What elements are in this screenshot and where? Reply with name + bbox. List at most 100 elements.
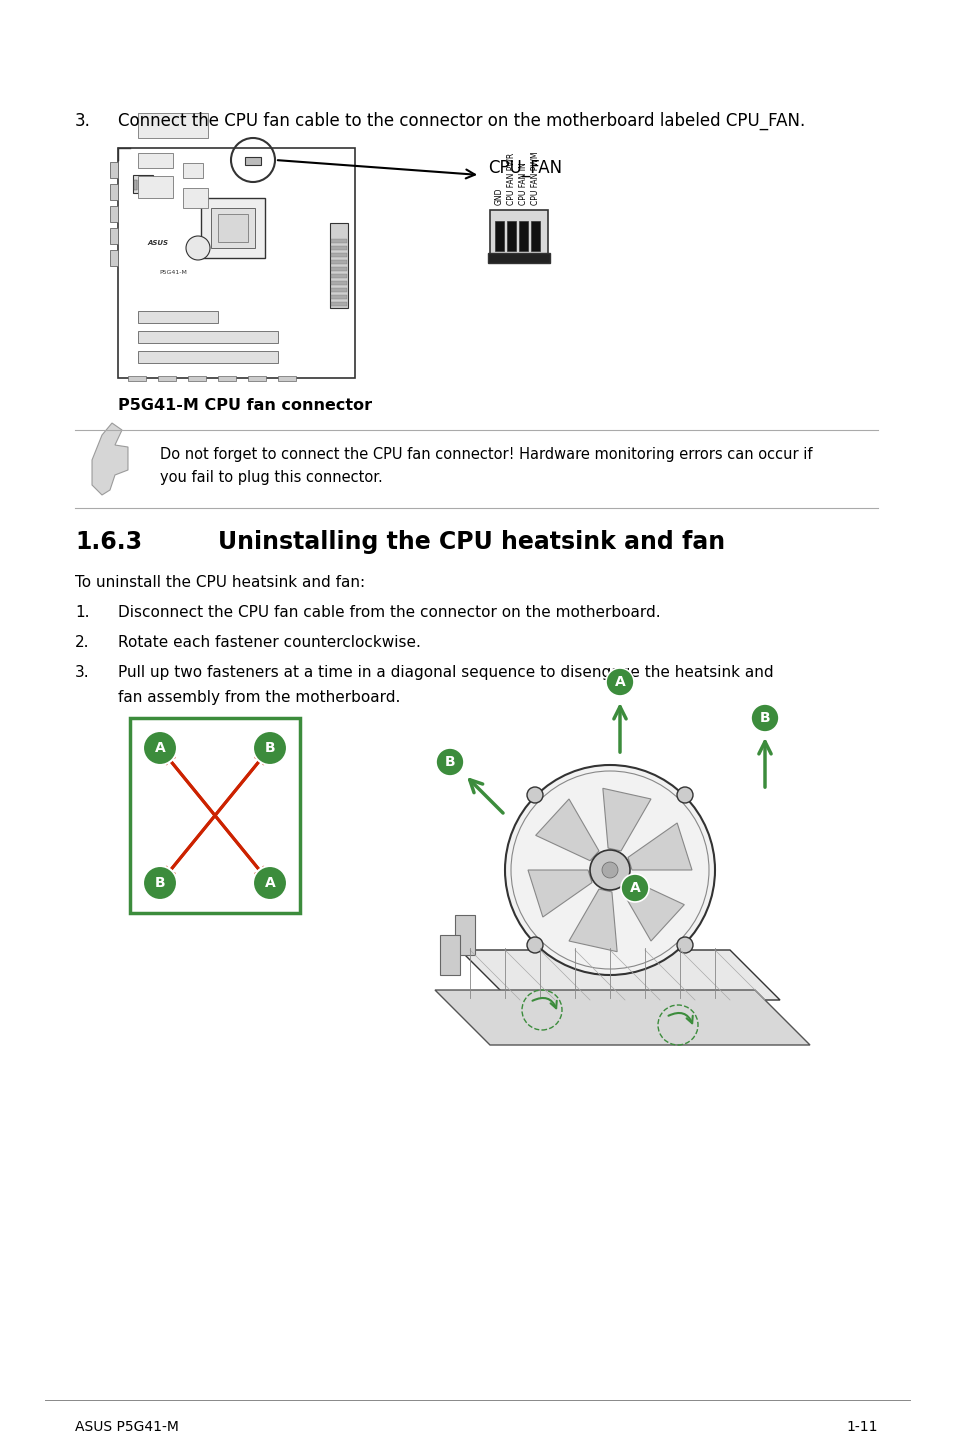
- Polygon shape: [91, 423, 128, 495]
- Text: Rotate each fastener counterclockwise.: Rotate each fastener counterclockwise.: [118, 636, 420, 650]
- Text: 3.: 3.: [75, 112, 91, 129]
- Bar: [138, 114, 208, 138]
- Bar: [488, 253, 550, 263]
- Bar: [331, 267, 347, 270]
- Circle shape: [605, 669, 634, 696]
- Polygon shape: [527, 870, 592, 917]
- Circle shape: [601, 861, 618, 879]
- Bar: [110, 250, 118, 266]
- Circle shape: [504, 765, 714, 975]
- Bar: [277, 375, 295, 381]
- Text: CPU_FAN: CPU_FAN: [488, 160, 561, 177]
- Bar: [110, 184, 118, 200]
- Bar: [506, 221, 516, 252]
- Bar: [183, 162, 203, 178]
- Bar: [148, 180, 151, 190]
- Text: A: A: [264, 876, 275, 890]
- Text: Disconnect the CPU fan cable from the connector on the motherboard.: Disconnect the CPU fan cable from the co…: [118, 605, 659, 620]
- Bar: [110, 162, 118, 178]
- Text: B: B: [264, 741, 275, 755]
- Bar: [518, 221, 527, 252]
- Polygon shape: [602, 788, 650, 851]
- Circle shape: [677, 938, 692, 953]
- Polygon shape: [455, 915, 475, 955]
- Circle shape: [253, 731, 287, 765]
- Text: Uninstalling the CPU heatsink and fan: Uninstalling the CPU heatsink and fan: [218, 531, 724, 554]
- Text: Connect the CPU fan cable to the connector on the motherboard labeled CPU_FAN.: Connect the CPU fan cable to the connect…: [118, 112, 804, 131]
- Text: B: B: [154, 876, 165, 890]
- Bar: [132, 175, 152, 193]
- Bar: [495, 221, 503, 252]
- Polygon shape: [435, 989, 809, 1045]
- Text: Do not forget to connect the CPU fan connector! Hardware monitoring errors can o: Do not forget to connect the CPU fan con…: [160, 447, 812, 486]
- Bar: [331, 288, 347, 292]
- Bar: [331, 295, 347, 299]
- Polygon shape: [568, 889, 617, 952]
- Bar: [331, 260, 347, 265]
- Bar: [331, 239, 347, 243]
- Text: 3.: 3.: [75, 664, 90, 680]
- Circle shape: [677, 787, 692, 802]
- Bar: [138, 180, 141, 190]
- Bar: [331, 275, 347, 278]
- Bar: [133, 180, 137, 190]
- Text: To uninstall the CPU heatsink and fan:: To uninstall the CPU heatsink and fan:: [75, 575, 365, 590]
- Polygon shape: [439, 935, 459, 975]
- Text: ASUS P5G41-M: ASUS P5G41-M: [75, 1419, 179, 1434]
- Bar: [110, 229, 118, 244]
- Circle shape: [750, 705, 779, 732]
- Circle shape: [589, 850, 629, 890]
- Bar: [138, 351, 277, 362]
- Circle shape: [436, 748, 463, 777]
- Text: 1.: 1.: [75, 605, 90, 620]
- Bar: [201, 198, 265, 257]
- Text: Pull up two fasteners at a time in a diagonal sequence to disengage the heatsink: Pull up two fasteners at a time in a dia…: [118, 664, 773, 680]
- Text: ASUS: ASUS: [148, 240, 169, 246]
- Bar: [143, 180, 146, 190]
- Bar: [490, 210, 547, 255]
- Bar: [331, 302, 347, 306]
- Bar: [183, 188, 208, 209]
- Text: B: B: [759, 710, 769, 725]
- Text: GND: GND: [495, 187, 503, 206]
- Circle shape: [143, 731, 177, 765]
- Circle shape: [143, 866, 177, 900]
- Text: A: A: [629, 881, 639, 894]
- Polygon shape: [620, 879, 683, 940]
- Text: CPU FAN PWM: CPU FAN PWM: [531, 151, 539, 206]
- Bar: [138, 331, 277, 344]
- Bar: [158, 375, 175, 381]
- Bar: [245, 157, 261, 165]
- Circle shape: [186, 236, 210, 260]
- Text: P5G41-M CPU fan connector: P5G41-M CPU fan connector: [118, 398, 372, 413]
- Circle shape: [620, 874, 648, 902]
- Polygon shape: [459, 951, 780, 999]
- Text: A: A: [614, 674, 625, 689]
- Text: 1-11: 1-11: [845, 1419, 877, 1434]
- Bar: [248, 375, 266, 381]
- Polygon shape: [627, 823, 691, 870]
- Text: 1.6.3: 1.6.3: [75, 531, 142, 554]
- Bar: [531, 221, 539, 252]
- Text: B: B: [444, 755, 455, 769]
- Circle shape: [526, 787, 542, 802]
- Circle shape: [253, 866, 287, 900]
- Text: A: A: [154, 741, 165, 755]
- Bar: [138, 311, 218, 324]
- Bar: [138, 175, 172, 198]
- Bar: [130, 718, 299, 913]
- Bar: [330, 223, 348, 308]
- Bar: [331, 280, 347, 285]
- Bar: [211, 209, 254, 247]
- Text: CPU FAN IN: CPU FAN IN: [518, 162, 527, 206]
- Bar: [128, 375, 146, 381]
- Text: P5G41-M: P5G41-M: [159, 270, 187, 276]
- Circle shape: [526, 938, 542, 953]
- Bar: [218, 214, 248, 242]
- Bar: [331, 246, 347, 250]
- Bar: [331, 253, 347, 257]
- Bar: [138, 152, 172, 168]
- Bar: [118, 148, 355, 378]
- Bar: [188, 375, 206, 381]
- Text: 2.: 2.: [75, 636, 90, 650]
